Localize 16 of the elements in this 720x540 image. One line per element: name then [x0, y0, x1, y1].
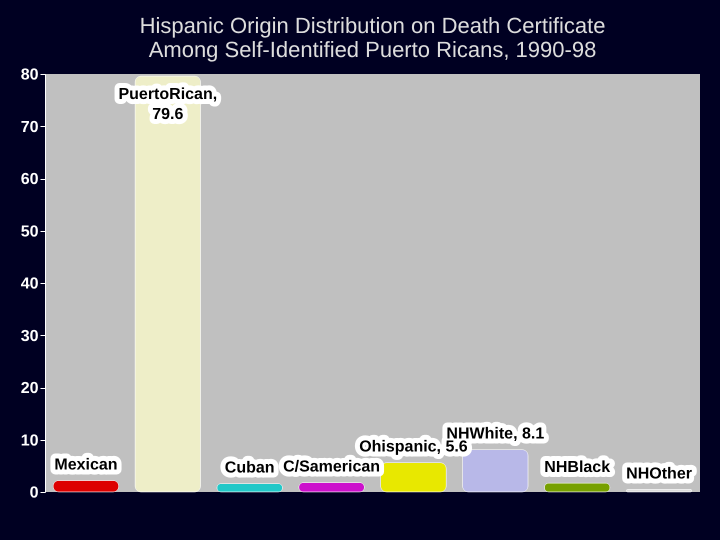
y-tick-label: 20: [20, 380, 39, 397]
chart-title: Hispanic Origin Distribution on Death Certificate Among Self-Identified Puerto Ricans, 1990-98: [140, 13, 606, 62]
data-label: C/Samerican: [283, 458, 380, 476]
y-tick-label: 50: [20, 223, 39, 240]
data-label: NHBlack: [544, 459, 610, 476]
data-label: Cuban: [224, 460, 275, 477]
y-tick-label: 80: [20, 66, 39, 84]
y-tick-label: 30: [20, 328, 39, 345]
y-tick-label: 40: [20, 276, 39, 292]
y-tick-label: 0: [30, 484, 39, 502]
data-label: NHOther: [626, 465, 692, 482]
y-tick-label: 60: [20, 171, 39, 188]
y-tick-label: 10: [20, 432, 39, 450]
data-label: Mexican: [54, 456, 118, 474]
y-tick-label: 70: [20, 118, 39, 136]
data-label: PuertoRican, 79.6: [118, 86, 218, 124]
